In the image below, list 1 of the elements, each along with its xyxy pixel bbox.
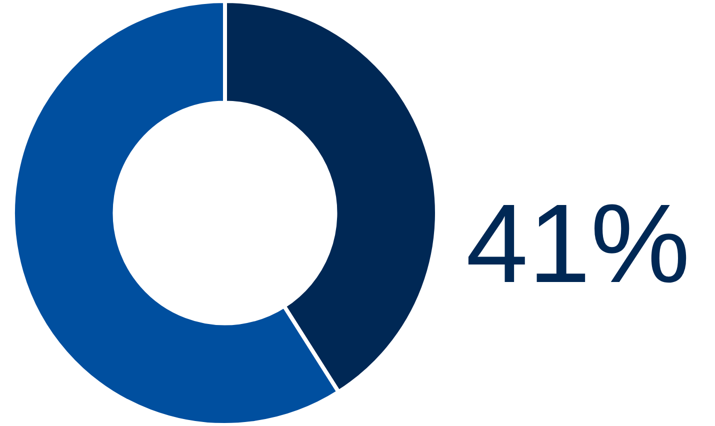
- data-label: 41%: [466, 181, 690, 306]
